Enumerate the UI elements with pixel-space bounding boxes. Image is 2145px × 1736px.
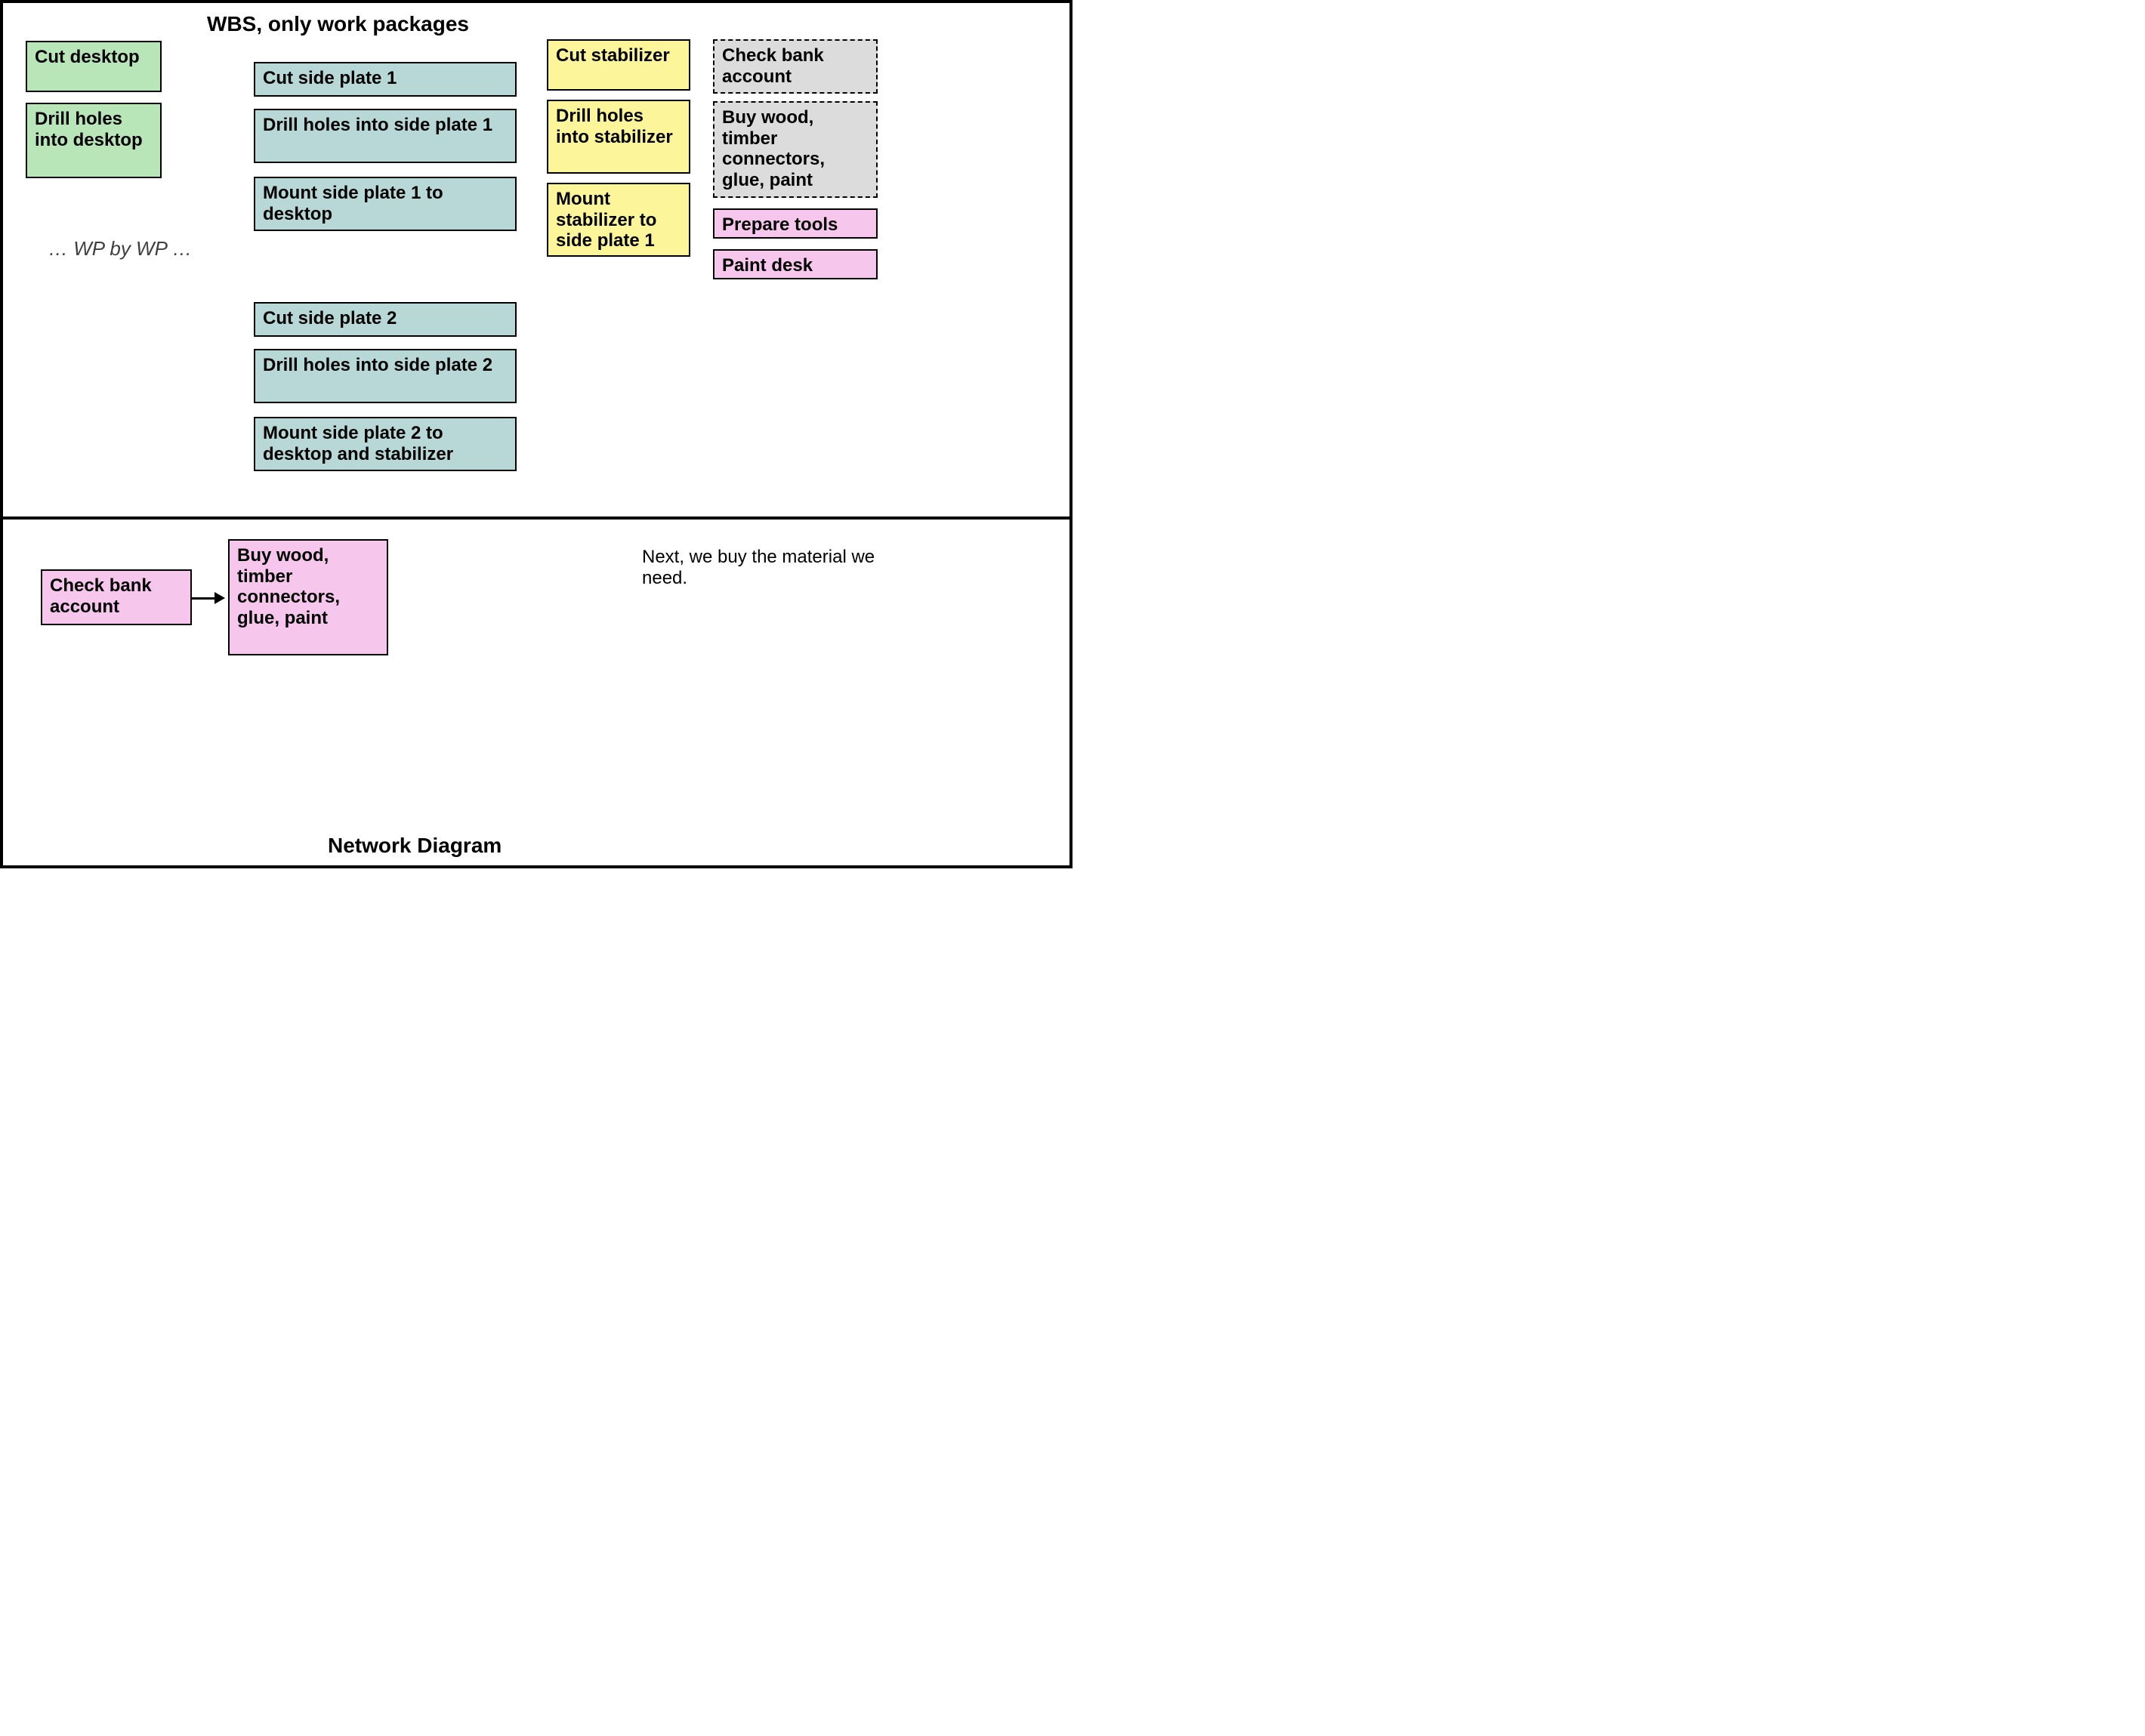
wbs-box-drill-sp1: Drill holes into side plate 1 — [254, 109, 517, 163]
wbs-box-mount-stab: Mount stabilizer to side plate 1 — [547, 183, 690, 257]
wbs-box-mount-sp1: Mount side plate 1 to desktop — [254, 177, 517, 231]
wbs-box-cut-desktop: Cut desktop — [26, 41, 162, 92]
wbs-box-cut-stab: Cut stabilizer — [547, 39, 690, 91]
wbs-box-mount-sp2: Mount side plate 2 to desktop and stabil… — [254, 417, 517, 471]
wbs-box-drill-desktop: Drill holes into desktop — [26, 103, 162, 178]
wbs-box-cut-sp1: Cut side plate 1 — [254, 62, 517, 97]
wbs-box-buy-wood: Buy wood, timber connectors, glue, paint — [713, 101, 878, 198]
diagram-page: WBS, only work packages Cut desktop Drill… — [0, 0, 1072, 868]
wbs-box-paint-desk: Paint desk — [713, 249, 878, 279]
section-divider — [3, 516, 1069, 520]
network-title: Network Diagram — [328, 834, 502, 858]
wbs-box-cut-sp2: Cut side plate 2 — [254, 302, 517, 337]
wbs-box-check-bank: Check bank account — [713, 39, 878, 94]
network-node-nd-buy-wood: Buy wood, timber connectors, glue, paint — [228, 539, 388, 655]
edge-nd-check-bank-nd-buy-wood — [192, 597, 216, 600]
wbs-box-prepare-tools: Prepare tools — [713, 208, 878, 239]
wbs-title: WBS, only work packages — [207, 12, 469, 36]
network-caption: Next, we buy the material we need. — [642, 547, 884, 589]
edge-head-nd-check-bank-nd-buy-wood — [214, 592, 225, 604]
wbs-box-drill-sp2: Drill holes into side plate 2 — [254, 349, 517, 403]
wbs-box-drill-stab: Drill holes into stabilizer — [547, 100, 690, 174]
network-node-nd-check-bank: Check bank account — [41, 569, 192, 625]
wbs-note: … WP by WP … — [48, 237, 192, 261]
